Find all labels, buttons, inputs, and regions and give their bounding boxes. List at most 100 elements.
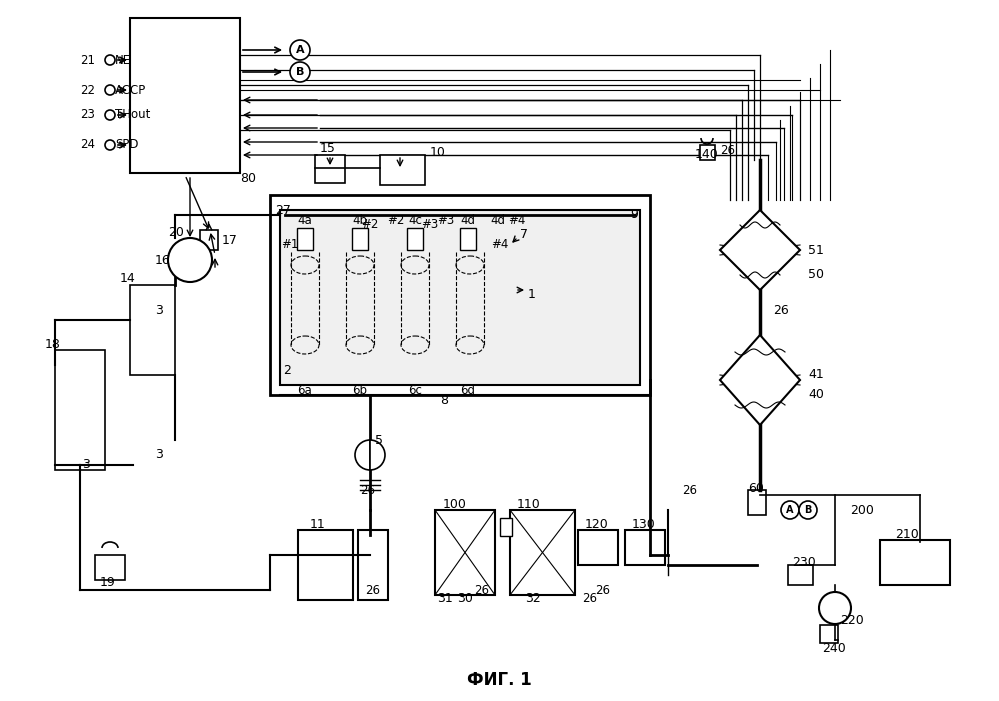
- Text: 14: 14: [120, 271, 136, 285]
- Text: #2: #2: [362, 219, 379, 231]
- Text: 51: 51: [808, 243, 824, 257]
- Text: 19: 19: [100, 576, 116, 589]
- Bar: [55, 350, 105, 470]
- Bar: [748, 490, 766, 515]
- Text: 23: 23: [80, 109, 95, 121]
- Bar: [280, 210, 640, 385]
- Text: 80: 80: [240, 172, 256, 184]
- Text: #1: #1: [282, 238, 299, 252]
- Text: 4c: 4c: [408, 214, 422, 226]
- Text: 41: 41: [808, 369, 824, 381]
- Bar: [880, 540, 950, 585]
- Text: THout: THout: [115, 109, 151, 121]
- Text: 4d: 4d: [490, 214, 505, 226]
- Bar: [358, 530, 388, 600]
- Bar: [315, 155, 345, 183]
- Text: 50: 50: [808, 268, 824, 282]
- Text: 3: 3: [82, 458, 90, 472]
- Text: 32: 32: [525, 592, 540, 604]
- Circle shape: [105, 55, 115, 65]
- Text: 6d: 6d: [461, 383, 476, 397]
- Circle shape: [799, 501, 817, 519]
- Text: B: B: [804, 505, 811, 515]
- Text: 2: 2: [283, 364, 291, 376]
- Bar: [297, 228, 313, 250]
- Bar: [460, 228, 476, 250]
- Text: 130: 130: [632, 519, 655, 531]
- Bar: [700, 145, 715, 160]
- Text: 26: 26: [595, 583, 610, 597]
- Text: 17: 17: [222, 233, 238, 247]
- Text: 26: 26: [682, 484, 697, 496]
- Text: 26: 26: [365, 583, 380, 597]
- Text: B: B: [296, 67, 304, 77]
- Text: 7: 7: [520, 229, 528, 242]
- Text: 4a: 4a: [298, 214, 313, 226]
- Text: A: A: [296, 45, 305, 55]
- Text: 9: 9: [630, 208, 638, 222]
- Text: 20: 20: [168, 226, 184, 238]
- Text: 16: 16: [154, 254, 170, 266]
- Bar: [298, 530, 353, 600]
- Text: A: A: [786, 505, 794, 515]
- Text: 18: 18: [45, 339, 61, 351]
- Text: 6b: 6b: [353, 383, 368, 397]
- Circle shape: [781, 501, 799, 519]
- Text: 200: 200: [850, 503, 874, 517]
- Circle shape: [105, 140, 115, 150]
- Circle shape: [105, 85, 115, 95]
- Text: 100: 100: [443, 498, 467, 512]
- Wedge shape: [370, 440, 385, 470]
- Text: 30: 30: [457, 592, 473, 604]
- Circle shape: [819, 592, 851, 624]
- Text: ACCP: ACCP: [115, 83, 146, 97]
- Bar: [380, 155, 425, 185]
- Text: 24: 24: [80, 139, 95, 151]
- Bar: [578, 530, 618, 565]
- Text: 220: 220: [840, 613, 864, 627]
- Text: #4: #4: [508, 214, 525, 226]
- Bar: [500, 518, 512, 536]
- Text: ФИГ. 1: ФИГ. 1: [467, 671, 531, 689]
- Text: 8: 8: [440, 393, 448, 407]
- Text: 210: 210: [895, 529, 919, 541]
- Text: 1: 1: [528, 289, 535, 301]
- Bar: [130, 285, 175, 375]
- Bar: [130, 18, 240, 173]
- Text: #4: #4: [492, 238, 508, 252]
- Text: 3: 3: [155, 449, 163, 461]
- Text: 4d: 4d: [461, 214, 476, 226]
- Bar: [788, 565, 813, 585]
- Text: 26: 26: [474, 583, 489, 597]
- Text: 21: 21: [80, 53, 95, 67]
- Text: 26: 26: [582, 592, 597, 604]
- Bar: [510, 510, 575, 595]
- Polygon shape: [720, 335, 800, 425]
- Bar: [95, 555, 125, 580]
- Text: 27: 27: [275, 203, 291, 217]
- Circle shape: [290, 40, 310, 60]
- Text: 120: 120: [585, 519, 608, 531]
- Text: 3: 3: [155, 304, 163, 316]
- Bar: [270, 195, 650, 395]
- Text: SPD: SPD: [115, 139, 139, 151]
- Text: #3: #3: [437, 214, 455, 226]
- Text: 26: 26: [720, 144, 735, 156]
- Text: 5: 5: [375, 433, 383, 447]
- Text: 31: 31: [437, 592, 453, 604]
- Bar: [435, 510, 495, 595]
- Text: 6c: 6c: [408, 383, 422, 397]
- Text: #3: #3: [422, 219, 439, 231]
- Text: 240: 240: [822, 641, 846, 655]
- Bar: [407, 228, 423, 250]
- Text: 15: 15: [320, 142, 336, 154]
- Text: 26: 26: [360, 484, 375, 496]
- Text: 140: 140: [695, 149, 718, 161]
- Text: NE: NE: [115, 53, 131, 67]
- Wedge shape: [355, 440, 370, 470]
- Text: 11: 11: [310, 519, 326, 531]
- Polygon shape: [720, 210, 800, 290]
- Text: 4b: 4b: [353, 214, 368, 226]
- Text: 6a: 6a: [298, 383, 313, 397]
- Bar: [200, 230, 218, 250]
